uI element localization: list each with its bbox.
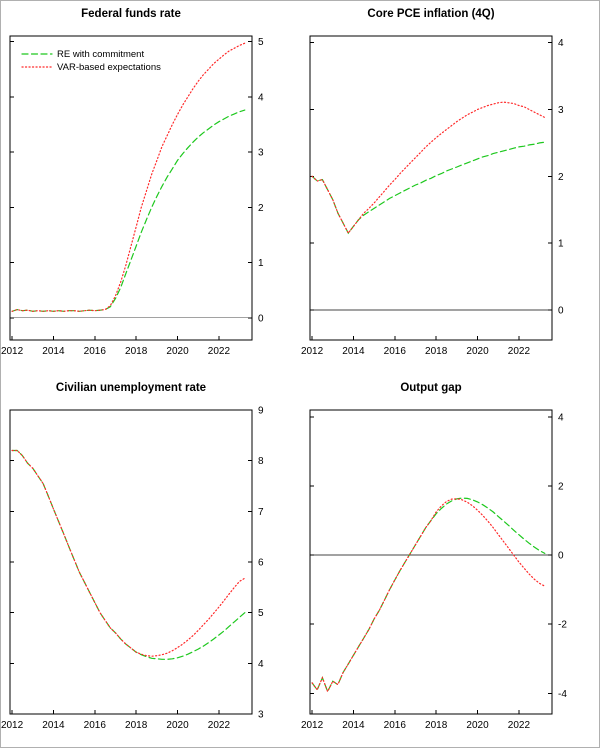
- svg-text:2020: 2020: [466, 346, 489, 357]
- svg-text:2: 2: [558, 482, 564, 493]
- svg-text:3: 3: [258, 148, 264, 159]
- panel-output-gap: Output gap -4 -2 0 2 4 2012 2014 2016 2018 2020 20…: [300, 374, 600, 748]
- svg-text:2014: 2014: [42, 720, 65, 731]
- svg-text:4: 4: [258, 659, 264, 670]
- svg-text:2016: 2016: [84, 720, 107, 731]
- svg-text:2014: 2014: [42, 346, 65, 357]
- svg-text:0: 0: [258, 313, 264, 324]
- svg-text:2022: 2022: [508, 346, 531, 357]
- svg-text:1: 1: [258, 258, 264, 269]
- svg-text:2022: 2022: [508, 720, 531, 731]
- svg-text:2012: 2012: [301, 346, 324, 357]
- svg-text:7: 7: [258, 507, 264, 518]
- svg-text:2018: 2018: [125, 720, 148, 731]
- svg-text:2016: 2016: [384, 346, 407, 357]
- chart-title-core-pce-inflation: Core PCE inflation (4Q): [367, 8, 495, 20]
- svg-text:2022: 2022: [208, 720, 231, 731]
- panel-core-pce-inflation: Core PCE inflation (4Q) 0 1 2 3 4 2012 2014 201…: [300, 0, 600, 374]
- svg-text:2012: 2012: [1, 346, 24, 357]
- svg-text:2020: 2020: [166, 720, 189, 731]
- svg-text:3: 3: [558, 105, 564, 116]
- chart-title-unemployment-rate: Civilian unemployment rate: [55, 382, 207, 394]
- svg-text:VAR-based expectations: VAR-based expectations: [57, 62, 161, 73]
- svg-text:4: 4: [258, 92, 264, 103]
- svg-text:2020: 2020: [466, 720, 489, 731]
- panel-unemployment-rate: Civilian unemployment rate 3 4 5 6 7 8 9 2012 20…: [0, 374, 300, 748]
- svg-text:9: 9: [258, 406, 264, 417]
- svg-text:-2: -2: [558, 620, 567, 631]
- svg-text:2018: 2018: [125, 346, 148, 357]
- svg-text:2012: 2012: [1, 720, 24, 731]
- svg-text:2018: 2018: [425, 346, 448, 357]
- svg-text:5: 5: [258, 608, 264, 619]
- svg-text:6: 6: [258, 558, 264, 569]
- svg-text:5: 5: [258, 37, 264, 48]
- svg-text:-4: -4: [558, 689, 567, 700]
- panel-federal-funds-rate: Federal funds rate 0 1 2 3 4 5 2012 2014 2016 201…: [0, 0, 300, 374]
- svg-text:2: 2: [258, 203, 264, 214]
- svg-text:2022: 2022: [208, 346, 231, 357]
- chart-canvas-federal-funds-rate: 0 1 2 3 4 5 2012 2014 2016 2018 2020 2022 RE with co…: [1, 35, 264, 357]
- svg-text:2016: 2016: [384, 720, 407, 731]
- chart-canvas-output-gap: -4 -2 0 2 4 2012 2014 2016 2018 2020 2022: [301, 409, 567, 731]
- chart-canvas-core-pce-inflation: 0 1 2 3 4 2012 2014 2016 2018 2020 2022: [301, 35, 564, 357]
- svg-text:0: 0: [558, 305, 564, 316]
- svg-text:2018: 2018: [425, 720, 448, 731]
- svg-text:2016: 2016: [84, 346, 107, 357]
- svg-text:2014: 2014: [342, 720, 365, 731]
- svg-text:2014: 2014: [342, 346, 365, 357]
- chart-title-federal-funds-rate: Federal funds rate: [81, 8, 181, 20]
- svg-text:4: 4: [558, 412, 564, 423]
- svg-text:2020: 2020: [166, 346, 189, 357]
- svg-text:RE with commitment: RE with commitment: [57, 49, 144, 60]
- svg-text:4: 4: [558, 38, 564, 49]
- svg-text:2012: 2012: [301, 720, 324, 731]
- svg-text:2: 2: [558, 172, 564, 183]
- chart-canvas-unemployment-rate: 3 4 5 6 7 8 9 2012 2014 2016 2018 2020 2022: [1, 406, 264, 732]
- svg-text:1: 1: [558, 239, 564, 250]
- svg-text:0: 0: [558, 551, 564, 562]
- chart-title-output-gap: Output gap: [400, 382, 462, 394]
- svg-text:3: 3: [258, 710, 264, 721]
- svg-text:8: 8: [258, 456, 264, 467]
